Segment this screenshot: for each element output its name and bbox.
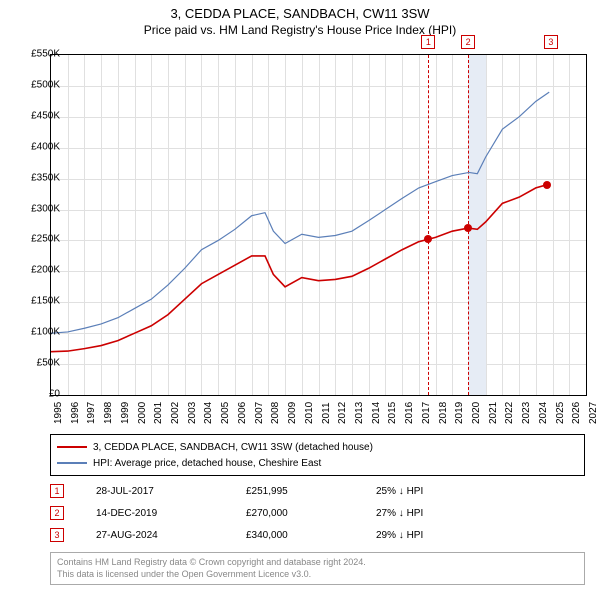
- x-axis-label: 2012: [337, 402, 348, 424]
- chart-plot-area: 123: [50, 54, 587, 396]
- series-line-hpi: [51, 92, 549, 333]
- x-axis-label: 2007: [254, 402, 265, 424]
- y-axis-label: £500K: [31, 79, 60, 90]
- x-axis-label: 2024: [538, 402, 549, 424]
- x-axis-label: 2013: [354, 402, 365, 424]
- event-marker-3: 3: [544, 35, 558, 49]
- x-axis-label: 1996: [70, 402, 81, 424]
- x-axis-label: 2015: [387, 402, 398, 424]
- event-price: £340,000: [246, 530, 376, 541]
- event-number-box: 2: [50, 506, 64, 520]
- legend-item: 3, CEDDA PLACE, SANDBACH, CW11 3SW (deta…: [57, 439, 578, 455]
- y-axis-label: £550K: [31, 49, 60, 60]
- x-axis-label: 1997: [86, 402, 97, 424]
- event-number-box: 1: [50, 484, 64, 498]
- event-row: 1 28-JUL-2017£251,99525% ↓ HPI: [50, 480, 585, 502]
- y-axis-label: £200K: [31, 265, 60, 276]
- event-date: 14-DEC-2019: [96, 508, 246, 519]
- x-axis-label: 2009: [287, 402, 298, 424]
- chart-title: 3, CEDDA PLACE, SANDBACH, CW11 3SW: [0, 6, 600, 21]
- x-axis-label: 2006: [237, 402, 248, 424]
- x-axis-label: 2026: [571, 402, 582, 424]
- x-axis-label: 2018: [438, 402, 449, 424]
- event-marker-2: 2: [461, 35, 475, 49]
- x-axis-label: 2016: [404, 402, 415, 424]
- footer-attribution: Contains HM Land Registry data © Crown c…: [50, 552, 585, 585]
- data-marker: [464, 224, 472, 232]
- y-axis-label: £100K: [31, 327, 60, 338]
- x-axis-label: 2004: [203, 402, 214, 424]
- x-axis-label: 2005: [220, 402, 231, 424]
- footer-line2: This data is licensed under the Open Gov…: [57, 569, 578, 581]
- x-axis-label: 2000: [137, 402, 148, 424]
- x-axis-label: 2022: [504, 402, 515, 424]
- y-axis-label: £450K: [31, 110, 60, 121]
- event-number-box: 3: [50, 528, 64, 542]
- series-line-price_paid: [51, 185, 547, 352]
- x-axis-label: 2020: [471, 402, 482, 424]
- event-price: £270,000: [246, 508, 376, 519]
- x-axis-label: 2010: [304, 402, 315, 424]
- x-axis-label: 2017: [421, 402, 432, 424]
- y-axis-label: £150K: [31, 296, 60, 307]
- y-axis-label: £0: [49, 389, 60, 400]
- y-axis-label: £250K: [31, 234, 60, 245]
- legend-swatch: [57, 446, 87, 448]
- event-row: 3 27-AUG-2024£340,00029% ↓ HPI: [50, 524, 585, 546]
- x-axis-label: 2019: [454, 402, 465, 424]
- event-diff: 27% ↓ HPI: [376, 508, 496, 519]
- x-axis-label: 2003: [187, 402, 198, 424]
- data-marker: [543, 181, 551, 189]
- y-axis-label: £350K: [31, 172, 60, 183]
- x-axis-label: 2008: [270, 402, 281, 424]
- x-axis-label: 1995: [53, 402, 64, 424]
- data-marker: [424, 235, 432, 243]
- x-axis-label: 2021: [488, 402, 499, 424]
- legend-item: HPI: Average price, detached house, Ches…: [57, 455, 578, 471]
- x-axis-label: 2001: [153, 402, 164, 424]
- x-axis-label: 2014: [371, 402, 382, 424]
- events-table: 1 28-JUL-2017£251,99525% ↓ HPI 2 14-DEC-201…: [50, 480, 585, 546]
- event-diff: 29% ↓ HPI: [376, 530, 496, 541]
- x-axis-label: 1998: [103, 402, 114, 424]
- x-axis-label: 2023: [521, 402, 532, 424]
- footer-line1: Contains HM Land Registry data © Crown c…: [57, 557, 578, 569]
- y-axis-label: £50K: [37, 358, 60, 369]
- legend-label: HPI: Average price, detached house, Ches…: [93, 458, 321, 469]
- legend-label: 3, CEDDA PLACE, SANDBACH, CW11 3SW (deta…: [93, 442, 373, 453]
- legend: 3, CEDDA PLACE, SANDBACH, CW11 3SW (deta…: [50, 434, 585, 476]
- legend-swatch: [57, 462, 87, 464]
- event-diff: 25% ↓ HPI: [376, 486, 496, 497]
- event-row: 2 14-DEC-2019£270,00027% ↓ HPI: [50, 502, 585, 524]
- y-axis-label: £400K: [31, 141, 60, 152]
- x-axis-label: 2011: [321, 402, 332, 424]
- y-axis-label: £300K: [31, 203, 60, 214]
- x-axis-label: 1999: [120, 402, 131, 424]
- event-date: 27-AUG-2024: [96, 530, 246, 541]
- x-axis-label: 2027: [588, 402, 599, 424]
- x-axis-label: 2002: [170, 402, 181, 424]
- event-date: 28-JUL-2017: [96, 486, 246, 497]
- event-marker-1: 1: [421, 35, 435, 49]
- x-axis-label: 2025: [555, 402, 566, 424]
- event-price: £251,995: [246, 486, 376, 497]
- chart-subtitle: Price paid vs. HM Land Registry's House …: [0, 23, 600, 37]
